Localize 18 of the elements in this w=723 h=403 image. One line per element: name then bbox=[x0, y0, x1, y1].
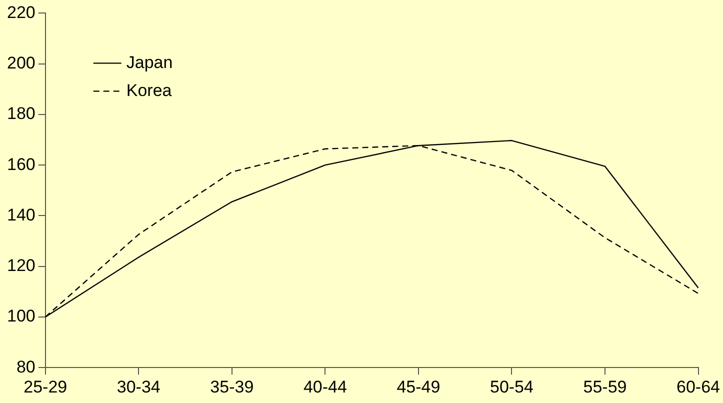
y-tick-label: 220 bbox=[6, 2, 36, 22]
x-tick-label: 40-44 bbox=[303, 377, 347, 396]
y-tick-label: 160 bbox=[6, 154, 36, 174]
y-tick-label: 140 bbox=[6, 205, 36, 224]
x-tick-label: 35-39 bbox=[210, 377, 254, 396]
x-tick-label: 60-64 bbox=[676, 377, 720, 396]
y-tick-label: 200 bbox=[6, 54, 36, 73]
x-tick-label: 25-29 bbox=[24, 377, 68, 396]
x-tick-label: 45-49 bbox=[396, 377, 440, 396]
y-tick-label: 100 bbox=[6, 306, 36, 326]
x-tick-label: 55-59 bbox=[583, 377, 627, 396]
legend-label: Japan bbox=[126, 52, 173, 72]
y-tick-label: 80 bbox=[16, 357, 36, 376]
y-tick-label: 180 bbox=[6, 104, 36, 124]
legend-label: Korea bbox=[126, 80, 172, 100]
x-tick-label: 30-34 bbox=[116, 377, 160, 396]
x-tick-label: 50-54 bbox=[490, 377, 534, 396]
y-tick-label: 120 bbox=[6, 256, 36, 276]
